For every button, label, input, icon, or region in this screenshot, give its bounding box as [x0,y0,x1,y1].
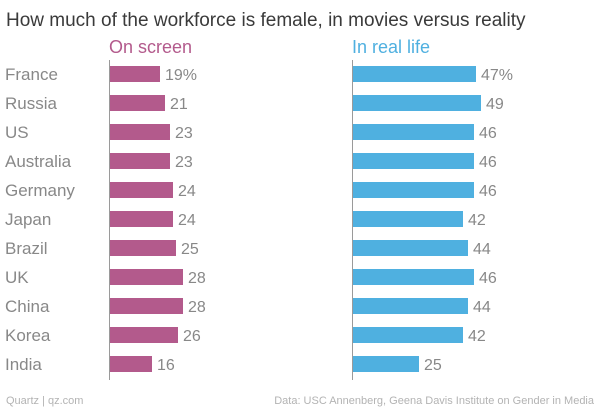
bar [353,298,468,314]
data-label: 42 [468,328,486,345]
chart-title: How much of the workforce is female, in … [6,10,526,31]
category-label: US [5,123,29,142]
category-label: Brazil [5,239,48,258]
data-label: 42 [468,212,486,229]
bar [110,95,165,111]
bar [353,211,463,227]
bar [353,356,419,372]
data-label: 21 [170,96,188,113]
bar [110,327,178,343]
data-label: 46 [479,154,497,171]
data-label: 19% [165,67,197,84]
data-label: 46 [479,183,497,200]
category-label: Japan [5,210,51,229]
footer-credit: Quartz | qz.com [6,395,83,407]
bar [353,95,481,111]
data-label: 25 [181,241,199,258]
bar [353,182,474,198]
panel-in-real-life: 47% 49 46 46 46 42 44 46 44 42 25 [352,60,513,380]
category-label: UK [5,268,29,287]
category-label: Australia [5,152,72,171]
data-label: 46 [479,125,497,142]
bar [353,327,463,343]
category-labels: France Russia US Australia Germany Japan Brazi… [5,65,75,374]
bar [110,356,152,372]
data-label: 23 [175,154,193,171]
data-label: 26 [183,328,201,345]
data-label: 44 [473,299,491,316]
category-label: Korea [5,326,51,345]
category-label: India [5,355,42,374]
footer-source: Data: USC Annenberg, Geena Davis Institu… [274,395,595,407]
data-label: 46 [479,270,497,287]
data-label: 28 [188,299,206,316]
bar [110,298,183,314]
bar [353,153,474,169]
panel-label-in-real-life: In real life [352,37,430,57]
bar [353,124,474,140]
data-label: 47% [481,67,513,84]
data-label: 25 [424,357,442,374]
bar [110,269,183,285]
bar [110,66,160,82]
bar [353,269,474,285]
data-label: 16 [157,357,175,374]
data-label: 24 [178,212,196,229]
data-label: 24 [178,183,196,200]
bar [110,211,173,227]
panel-on-screen: 19% 21 23 23 24 24 25 28 28 26 16 [109,60,206,380]
data-label: 49 [486,96,504,113]
category-label: France [5,65,58,84]
bar [110,240,176,256]
bar [110,153,170,169]
data-label: 44 [473,241,491,258]
bar [353,66,476,82]
category-label: China [5,297,50,316]
bar [110,124,170,140]
data-label: 23 [175,125,193,142]
category-label: Germany [5,181,75,200]
bar [110,182,173,198]
category-label: Russia [5,94,58,113]
data-label: 28 [188,270,206,287]
panel-label-on-screen: On screen [109,37,192,57]
bar [353,240,468,256]
